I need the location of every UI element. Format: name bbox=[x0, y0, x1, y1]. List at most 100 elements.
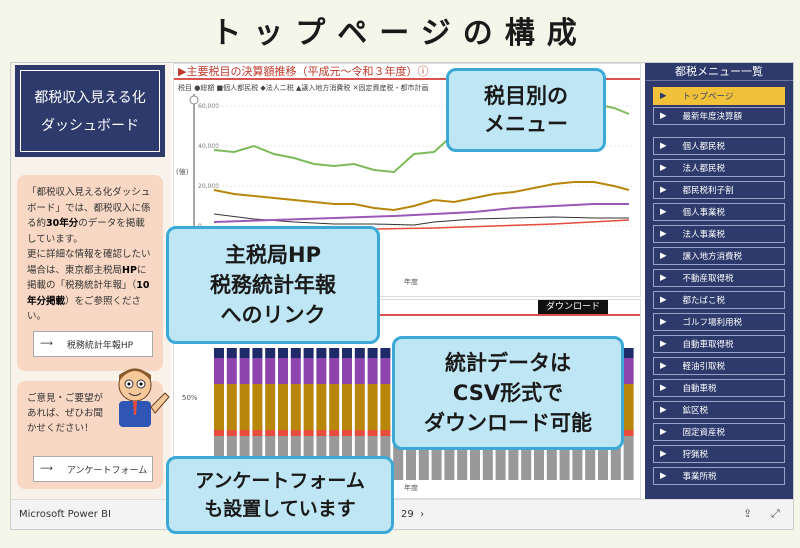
bar-segment bbox=[623, 430, 634, 436]
arrow-right-icon: ▶ bbox=[660, 141, 667, 151]
bar-segment bbox=[342, 430, 352, 436]
series-corporate-line bbox=[213, 181, 630, 212]
bar-segment bbox=[226, 384, 237, 430]
fullscreen-icon[interactable]: ⤢ bbox=[771, 507, 780, 520]
app-name: Microsoft Power BI bbox=[19, 509, 111, 520]
desc-text: 「都税収入見える化ダッシュボード」では、都税収入に係る約 bbox=[27, 187, 151, 229]
menu-item-label: 譲入地方消費税 bbox=[682, 252, 743, 262]
arrow-right-icon: ▶ bbox=[660, 111, 667, 121]
arrow-right-icon: ▶ bbox=[660, 449, 667, 459]
bar-segment bbox=[354, 430, 365, 436]
download-button[interactable]: ダウンロード bbox=[538, 300, 608, 314]
menu-item[interactable]: ▶ 都たばこ税 bbox=[653, 291, 785, 309]
menu-item[interactable]: ▶ 狩猟税 bbox=[653, 445, 785, 463]
bar-segment bbox=[572, 436, 583, 480]
bar-segment bbox=[214, 384, 224, 430]
brand-line-2: ダッシュボード bbox=[41, 118, 139, 134]
desc-text: に掲載の「税務統計年報」（ bbox=[27, 264, 147, 292]
bar-segment bbox=[431, 436, 442, 480]
menu-item[interactable]: ▶ 鉱区税 bbox=[653, 401, 785, 419]
bar-segment bbox=[303, 358, 314, 384]
desc-bold: 30年分 bbox=[46, 218, 79, 229]
bar-segment bbox=[226, 358, 237, 384]
bar-segment bbox=[329, 358, 340, 384]
bar-segment bbox=[534, 436, 544, 480]
bar-segment bbox=[214, 430, 224, 436]
desc-bold: 10年分掲載 bbox=[27, 280, 150, 307]
menu-item[interactable]: ▶ 法人事業税 bbox=[653, 225, 785, 243]
arrow-right-icon: ▶ bbox=[660, 317, 667, 327]
bar-segment bbox=[546, 436, 557, 480]
menu-item-label: 最新年度決算額 bbox=[682, 112, 743, 122]
slider-handle[interactable] bbox=[189, 95, 199, 105]
arrow-right-icon: ▶ bbox=[660, 273, 667, 283]
bar-segment bbox=[265, 358, 276, 384]
bar-segment bbox=[214, 358, 224, 384]
menu-item[interactable]: ▶ 軽油引取税 bbox=[653, 357, 785, 375]
menu-item[interactable]: ▶ 最新年度決算額 bbox=[653, 107, 785, 125]
bar-segment bbox=[239, 430, 250, 436]
share-icon[interactable]: ⇪ bbox=[743, 507, 753, 520]
x-axis-label: 年度 bbox=[404, 277, 418, 286]
bar-segment bbox=[303, 430, 314, 436]
bar-segment bbox=[303, 348, 314, 358]
bar-segment bbox=[521, 436, 532, 480]
menu-item[interactable]: ▶ 個人事業税 bbox=[653, 203, 785, 221]
feedback-text: ご意見・ご要望があれば、ぜひお聞かせください！ bbox=[27, 393, 104, 434]
tax-stats-link-button[interactable]: ⟶ 税務統計年報HP bbox=[33, 331, 153, 357]
menu-item[interactable]: ▶ ゴルフ場利用税 bbox=[653, 313, 785, 331]
menu-item-label: 自動車税 bbox=[682, 384, 717, 394]
menu-item[interactable]: ▶ 固定資産税 bbox=[653, 423, 785, 441]
arrow-right-icon: ▶ bbox=[660, 207, 667, 217]
bar-segment bbox=[316, 358, 327, 384]
y-tick-label: 50% bbox=[182, 394, 198, 402]
menu-item[interactable]: ▶ 法人都民税 bbox=[653, 159, 785, 177]
dashboard-brand: 都税収入見える化 ダッシュボード bbox=[15, 65, 165, 157]
bar-segment bbox=[252, 384, 263, 430]
bar-segment bbox=[367, 348, 378, 358]
brand-line-1: 都税収入見える化 bbox=[34, 90, 146, 106]
bar-segment bbox=[239, 358, 250, 384]
bar-segment bbox=[316, 430, 327, 436]
bar-segment bbox=[367, 430, 378, 436]
menu-item[interactable]: ▶ 都民税利子割 bbox=[653, 181, 785, 199]
bar-segment bbox=[495, 436, 506, 480]
bar-segment bbox=[457, 436, 468, 480]
bar-segment bbox=[380, 430, 391, 436]
menu-item[interactable]: ▶ 自動車取得税 bbox=[653, 335, 785, 353]
bar-segment bbox=[278, 430, 288, 436]
y-axis-unit: (億) bbox=[176, 167, 189, 176]
dashboard-frame: 都税収入見える化 ダッシュボード 「都税収入見える化ダッシュボード」では、都税収… bbox=[10, 62, 794, 530]
bar-segment bbox=[482, 436, 493, 480]
bar-segment bbox=[290, 384, 301, 430]
bar-segment bbox=[393, 436, 404, 480]
menu-item-label: 都たばこ税 bbox=[682, 296, 726, 306]
bar-segment bbox=[329, 384, 340, 430]
link-button-label: 税務統計年報HP bbox=[66, 340, 134, 351]
series-property-line bbox=[213, 203, 629, 223]
menu-item[interactable]: ▶ 不動産取得税 bbox=[653, 269, 785, 287]
callout-menu: 税目別の メニュー bbox=[446, 68, 606, 152]
menu-item[interactable]: ▶ 譲入地方消費税 bbox=[653, 247, 785, 265]
survey-form-button[interactable]: ⟶ アンケートフォーム bbox=[33, 456, 153, 482]
arrow-right-icon: ▶ bbox=[660, 405, 667, 415]
arrow-right-icon: ⟶ bbox=[40, 464, 53, 474]
bar-segment bbox=[316, 384, 327, 430]
bar-segment bbox=[342, 348, 352, 358]
menu-item-label: 事業所税 bbox=[682, 472, 717, 482]
bar-segment bbox=[252, 348, 263, 358]
bar-segment bbox=[406, 436, 416, 480]
menu-item[interactable]: ▶ 事業所税 bbox=[653, 467, 785, 485]
menu-item-label: 個人事業税 bbox=[682, 208, 726, 218]
arrow-right-icon: ▶ bbox=[660, 251, 667, 261]
arrow-right-icon: ▶ bbox=[660, 295, 667, 305]
y-tick-label: 60,000 bbox=[198, 103, 219, 110]
bar-segment bbox=[316, 348, 327, 358]
menu-item[interactable]: ▶ トップページ bbox=[653, 87, 785, 105]
arrow-right-icon: ▶ bbox=[660, 471, 667, 481]
menu-title: 都税メニュー一覧 bbox=[645, 63, 793, 81]
menu-item-label: 狩猟税 bbox=[682, 450, 709, 460]
menu-item[interactable]: ▶ 自動車税 bbox=[653, 379, 785, 397]
desc-text: ）をご参照ください。 bbox=[27, 295, 142, 323]
menu-item[interactable]: ▶ 個人都民税 bbox=[653, 137, 785, 155]
